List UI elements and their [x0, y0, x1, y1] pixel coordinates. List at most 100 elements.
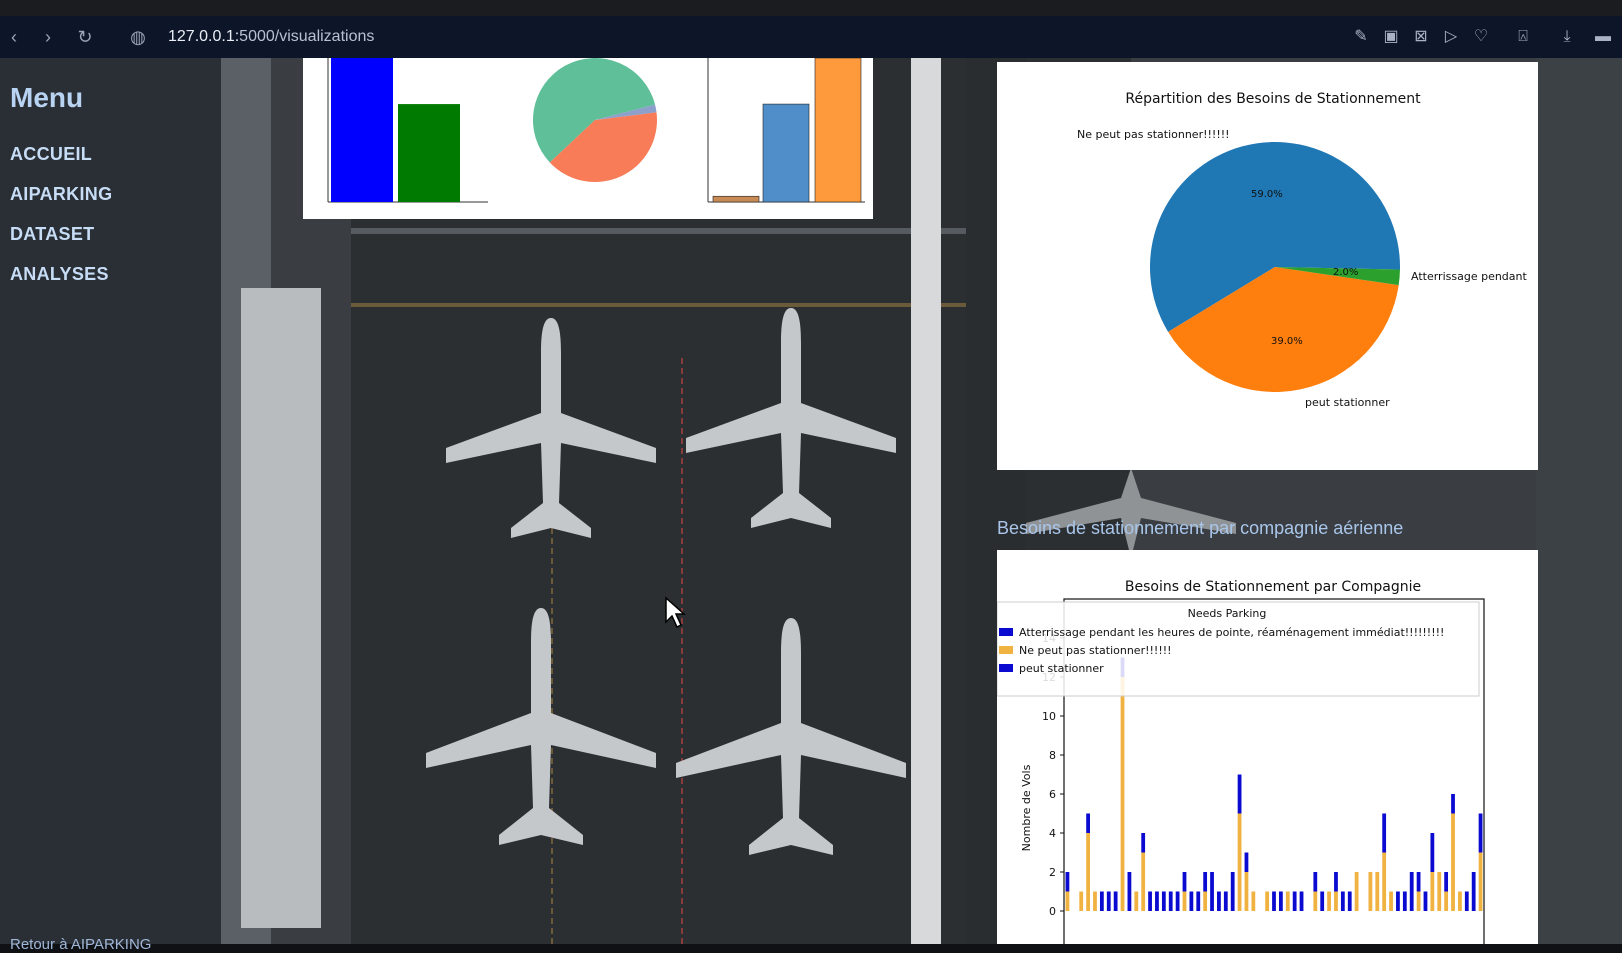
- bar-peut-stationner: [1278, 891, 1283, 911]
- back-link[interactable]: Retour à AIPARKING: [10, 936, 152, 953]
- heart-icon[interactable]: ♡: [1473, 28, 1489, 45]
- bar-peut-stationner: [1217, 891, 1221, 911]
- bar-peut-stationner: [1189, 891, 1194, 911]
- nav-item-accueil[interactable]: ACCUEIL: [10, 144, 93, 164]
- y-tick-label: 0: [1049, 905, 1056, 918]
- download-icon[interactable]: ⤓: [1563, 28, 1571, 45]
- bar-peut-stationner: [1210, 872, 1214, 911]
- bar-peut-stationner: [1402, 891, 1407, 911]
- legend-swatch-ne-peut-pas: [999, 646, 1013, 654]
- bar-peut-stationner: [1464, 891, 1469, 911]
- bar-peut-stationner: [1299, 891, 1304, 911]
- nav-item-dataset[interactable]: DATASET: [10, 224, 95, 244]
- bar-ne-peut-pas: [1134, 891, 1139, 911]
- legend-label-peut-stationner: peut stationner: [1019, 662, 1104, 675]
- back-icon[interactable]: ‹: [11, 27, 17, 47]
- airplane-image: [686, 308, 896, 528]
- nav-item-analyses[interactable]: ANALYSES: [10, 264, 109, 284]
- overview-bar: [814, 57, 862, 203]
- bar-peut-stationner: [1065, 872, 1070, 892]
- bar-ne-peut-pas: [1327, 891, 1331, 911]
- battery-icon: ▬: [1595, 28, 1611, 45]
- bar-peut-stationner: [1444, 872, 1449, 892]
- bar-peut-stationner: [1244, 852, 1249, 872]
- pie-label-ne-peut-pas: Ne peut pas stationner!!!!!!: [1077, 128, 1230, 141]
- plot-frame: [1063, 598, 1485, 944]
- edit-icon[interactable]: ✎: [1354, 28, 1368, 45]
- bar-peut-stationner: [1148, 891, 1152, 911]
- site-info-icon[interactable]: ◍: [130, 27, 146, 47]
- bar-peut-stationner: [1168, 891, 1173, 911]
- bar-peut-stationner: [1203, 872, 1208, 892]
- bar-ne-peut-pas: [1244, 872, 1249, 911]
- pie-pct-blue: 59.0%: [1251, 189, 1283, 200]
- legend-swatch-peut-stationner: [999, 664, 1013, 672]
- forward-icon[interactable]: ›: [45, 27, 51, 47]
- bar-peut-stationner: [1113, 891, 1118, 911]
- bar-ne-peut-pas: [1203, 891, 1208, 911]
- airplane-image: [676, 618, 906, 855]
- bar-ne-peut-pas: [1430, 872, 1435, 911]
- bar-ne-peut-pas: [1313, 891, 1318, 911]
- bar-peut-stationner: [1230, 872, 1235, 911]
- bar-peut-stationner: [1334, 872, 1338, 892]
- y-tick-label: 8: [1049, 749, 1056, 762]
- extension-icon[interactable]: ⊠: [1414, 28, 1428, 45]
- pie-slice: [1150, 142, 1400, 332]
- play-icon[interactable]: ▷: [1444, 28, 1458, 45]
- airplane-image: [1026, 468, 1236, 558]
- y-tick-label: 6: [1049, 788, 1056, 801]
- bar-chart-title: Besoins de Stationnement par Compagnie: [1125, 579, 1421, 595]
- bar-ne-peut-pas: [1120, 677, 1125, 911]
- bar-peut-stationner: [1396, 891, 1400, 911]
- bar-chart-panel: Besoins de Stationnement par Compagnie 0…: [997, 550, 1538, 944]
- window-top-strip: [0, 0, 1622, 16]
- bar-peut-stationner: [1340, 891, 1345, 911]
- legend-box: [997, 601, 1480, 697]
- bar-ne-peut-pas: [1458, 891, 1462, 911]
- bar-peut-stationner: [1430, 833, 1435, 872]
- pie-chart-panel: Répartition des Besoins de Stationnement…: [997, 62, 1538, 470]
- bar-peut-stationner: [1175, 891, 1180, 911]
- bar-peut-stationner: [1127, 872, 1132, 911]
- camera-icon[interactable]: ▣: [1383, 28, 1399, 45]
- bar-ne-peut-pas: [1416, 891, 1421, 911]
- legend-swatch-atterrissage: [999, 628, 1013, 636]
- bar-ne-peut-pas: [1141, 852, 1146, 911]
- bar-peut-stationner: [1196, 891, 1201, 911]
- overview-bar: [331, 58, 393, 202]
- reload-icon[interactable]: ↻: [77, 27, 93, 47]
- bar-peut-stationner: [1141, 833, 1146, 853]
- overview-pie-slice: [549, 112, 657, 182]
- pie-slice: [1275, 267, 1400, 286]
- bar-ne-peut-pas: [1368, 872, 1373, 911]
- bar-peut-stationner: [1320, 891, 1325, 911]
- bar-peut-stationner: [1106, 891, 1111, 911]
- bar-ne-peut-pas: [1086, 833, 1090, 911]
- overview-pie-slice: [533, 57, 656, 163]
- pie-chart-title: Répartition des Besoins de Stationnement: [1125, 91, 1421, 107]
- address-bar[interactable]: 127.0.0.1:5000/visualizations: [168, 28, 374, 46]
- bar-peut-stationner: [1409, 872, 1414, 911]
- overview-bar: [398, 104, 460, 202]
- bar-peut-stationner: [1099, 891, 1104, 911]
- overview-pie-slice: [595, 104, 657, 120]
- y-axis-label: Nombre de Vols: [1020, 764, 1033, 851]
- section-title: Besoins de stationnement par compagnie a…: [997, 518, 1404, 538]
- nav-item-aiparking[interactable]: AIPARKING: [10, 184, 113, 204]
- y-tick-label: 2: [1049, 866, 1056, 879]
- bar-peut-stationner: [1347, 891, 1352, 911]
- bar-ne-peut-pas: [1265, 891, 1270, 911]
- bar-ne-peut-pas: [1451, 813, 1455, 911]
- overview-charts-svg: [327, 57, 865, 203]
- bar-ne-peut-pas: [1389, 891, 1393, 911]
- bar-ne-peut-pas: [1354, 872, 1359, 911]
- bar-peut-stationner: [1161, 891, 1166, 911]
- profile-icon[interactable]: ⍓: [1518, 28, 1528, 45]
- bar-ne-peut-pas: [1079, 891, 1084, 911]
- overview-bar: [762, 103, 810, 203]
- legend-title: Needs Parking: [1188, 607, 1267, 620]
- overview-bar: [712, 195, 760, 203]
- bar-peut-stationner: [1223, 891, 1228, 911]
- bar-ne-peut-pas: [1182, 891, 1187, 911]
